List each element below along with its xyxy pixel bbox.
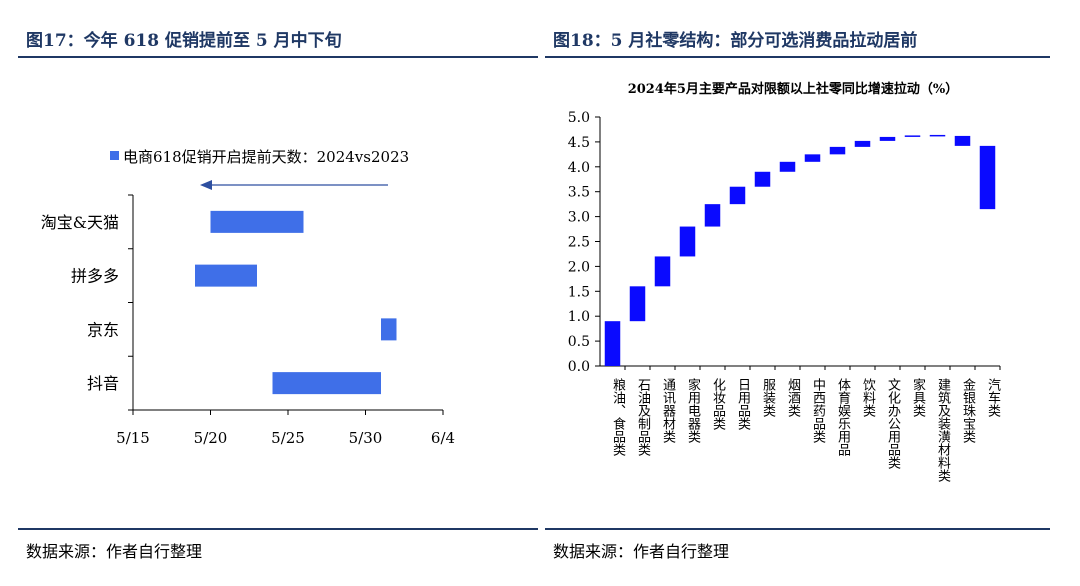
bar [629, 286, 646, 322]
bar [854, 140, 871, 147]
left-bottom-rule [18, 528, 538, 530]
row-label: 拼多多 [71, 267, 119, 286]
bar [804, 154, 821, 162]
x-category-label: 服装类 [760, 378, 776, 417]
gantt-bar [272, 372, 381, 395]
left-top-rule [18, 56, 538, 58]
right-source-note: 数据来源：作者自行整理 [553, 542, 730, 561]
right-panel-title: 图18：5 月社零结构：部分可选消费品拉动居前 [553, 31, 918, 51]
chart-subtitle: 2024年5月主要产品对限额以上社零同比增速拉动（%） [628, 81, 959, 97]
row-label: 淘宝&天猫 [41, 213, 119, 232]
x-category-label: 汽车类 [985, 378, 1001, 417]
x-category-label: 化妆品类 [710, 378, 726, 430]
x-category-label: 石油及制品类 [635, 378, 651, 456]
y-tick-label: 5.0 [568, 110, 590, 126]
y-tick-label: 3.5 [568, 185, 590, 201]
y-tick-label: 0.0 [568, 359, 590, 375]
bar [679, 226, 696, 257]
y-tick-label: 1.5 [568, 284, 590, 300]
gantt-bar [195, 264, 257, 287]
bar [929, 134, 946, 137]
y-tick-label: 2.5 [568, 235, 590, 251]
bar [879, 136, 896, 141]
x-tick-label: 6/4 [431, 429, 455, 447]
right-bottom-rule [545, 528, 1050, 530]
right-panel: 图18：5 月社零结构：部分可选消费品拉动居前 2024年5月主要产品对限额以上… [545, 0, 1050, 586]
x-category-label: 家用电器类 [685, 377, 701, 443]
gantt-chart: 电商618促销开启提前天数：2024vs2023 5/15 5/20 5/25 5/30… [41, 148, 455, 447]
y-tick-label: 3.0 [568, 210, 590, 226]
gantt-bar [381, 318, 397, 341]
y-tick-label: 2.0 [568, 259, 590, 275]
x-category-label: 通讯器材类 [660, 378, 676, 443]
x-tick-label: 5/15 [116, 429, 150, 447]
bar [979, 145, 996, 210]
x-category-label: 文化办公用品类 [885, 378, 901, 469]
y-tick-label: 1.0 [568, 309, 590, 325]
legend-label: 电商618促销开启提前天数：2024vs2023 [123, 148, 409, 166]
x-tick-label: 5/30 [349, 429, 383, 447]
x-tick-label: 5/25 [271, 429, 305, 447]
x-category-label: 家具类 [910, 377, 926, 417]
x-category-label: 建筑及装潢材料类 [935, 378, 951, 482]
bar [754, 171, 771, 187]
bar [954, 135, 971, 146]
x-category-label: 中西药品类 [810, 378, 826, 443]
x-category-label: 体育娱乐用品 [835, 378, 851, 456]
bar [704, 204, 721, 227]
legend-swatch [110, 151, 119, 160]
row-label: 抖音 [87, 374, 119, 393]
row-label: 京东 [87, 320, 119, 339]
x-category-label: 金银珠宝类 [960, 377, 976, 443]
y-tick-label: 4.5 [568, 135, 590, 151]
y-tick-label: 0.5 [568, 334, 590, 350]
bar [654, 256, 671, 287]
arrow-head [200, 180, 212, 190]
y-tick-label: 4.0 [568, 160, 590, 176]
left-source-note: 数据来源：作者自行整理 [26, 542, 203, 561]
bar [904, 135, 921, 137]
left-panel-title: 图17：今年 618 促销提前至 5 月中下旬 [26, 31, 342, 51]
right-top-rule [545, 56, 1050, 58]
x-category-label: 粮油、食品类 [610, 378, 626, 456]
bar [829, 146, 846, 155]
x-tick-label: 5/20 [194, 429, 228, 447]
x-category-label: 饮料类 [860, 378, 876, 417]
x-category-label: 日用品类 [735, 378, 751, 430]
bar [729, 186, 746, 205]
bar [604, 321, 621, 366]
bar-chart: 2024年5月主要产品对限额以上社零同比增速拉动（%） 0.0 0.5 1.0 1.5 2… [568, 81, 1001, 482]
x-category-label: 烟酒类 [785, 378, 801, 417]
left-panel: 图17：今年 618 促销提前至 5 月中下旬 电商618促销开启提前天数：20… [18, 0, 538, 586]
bar [779, 161, 796, 172]
gantt-bar [210, 210, 304, 233]
